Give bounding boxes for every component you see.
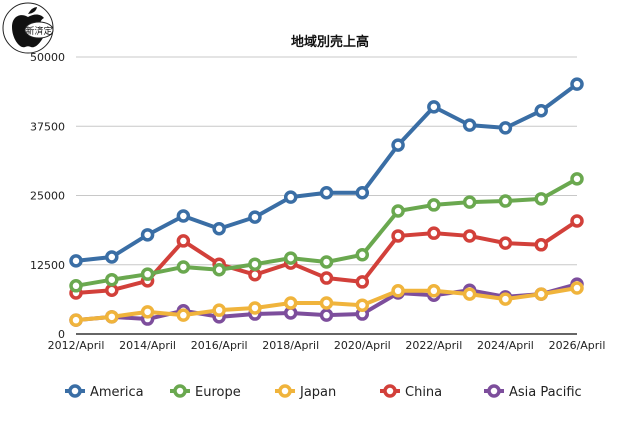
x-tick-label: 2024/April [477,339,534,352]
legend-label: Asia Pacific [509,385,582,400]
series-america [69,77,584,268]
data-point [176,308,191,322]
data-point [498,236,513,250]
data-point [283,251,298,265]
data-point [248,267,262,282]
data-point [283,296,298,310]
x-tick-label: 2018/April [262,339,319,352]
data-point [534,192,548,206]
series-europe [69,172,584,293]
legend-item: Japan [275,384,336,400]
data-point [355,298,370,312]
data-point [462,287,477,301]
data-point [248,257,262,271]
data-point [391,229,405,243]
data-point [391,138,405,152]
x-tick-label: 2016/April [191,339,248,352]
series-japan [69,281,584,327]
data-point [69,279,83,293]
data-point [498,292,513,306]
data-point [570,281,584,295]
data-point [391,284,405,298]
data-point [355,275,370,289]
legend-label: America [90,385,144,400]
data-point [319,185,334,200]
y-tick-label: 50000 [30,51,65,64]
legend-label: Japan [299,385,336,400]
x-tick-label: 2020/April [334,339,391,352]
y-tick-label: 12500 [30,259,65,272]
data-point [140,228,155,242]
data-point [176,260,191,274]
data-point [462,118,477,132]
data-point [248,301,262,315]
x-tick-label: 2022/April [405,339,462,352]
legend-marker [383,384,397,398]
data-point [462,229,477,243]
data-point [355,248,370,262]
data-point [69,313,83,327]
data-point [176,209,191,223]
data-point [319,255,334,269]
data-point [105,283,119,297]
data-point [355,185,370,200]
data-point [534,103,548,118]
legend-label: China [405,385,442,400]
data-point [570,172,584,186]
data-point [105,272,119,287]
svg-text:新済定: 新済定 [25,25,52,37]
data-point [319,296,334,310]
legend-marker [487,384,501,398]
data-point [534,238,548,252]
data-point [319,271,334,285]
data-point [248,210,262,224]
x-tick-label: 2014/April [119,339,176,352]
data-point [534,287,548,301]
data-point [212,262,226,277]
data-point [212,303,226,317]
data-point [462,195,477,209]
data-point [319,308,334,322]
data-point [391,204,405,218]
legend-item: America [65,384,144,400]
series-china [69,214,584,300]
legend-marker [278,384,292,398]
legend-item: Asia Pacific [484,384,582,400]
legend-item: Europe [170,384,241,400]
legend-marker [173,384,187,398]
data-point [140,267,155,281]
y-tick-label: 0 [58,328,65,341]
data-point [427,226,441,240]
data-point [427,284,441,298]
x-tick-label: 2026/April [549,339,606,352]
chart-title: 地域別売上高 [291,34,369,50]
data-point [212,221,226,236]
data-point [105,310,119,324]
data-point [498,194,513,208]
data-point [283,190,298,204]
data-point [105,250,119,264]
data-point [570,77,584,91]
x-tick-label: 2012/April [48,339,105,352]
y-tick-label: 37500 [30,120,65,133]
legend-item: China [380,384,442,400]
data-point [140,305,155,319]
apple-logo: 新済定 [2,2,54,54]
data-point [427,198,441,212]
data-point [498,121,513,135]
data-point [176,234,191,248]
legend-marker [68,384,82,398]
data-point [570,214,584,228]
legend-label: Europe [195,385,241,400]
data-point [427,100,441,114]
data-point [69,254,83,268]
y-tick-label: 25000 [30,190,65,203]
